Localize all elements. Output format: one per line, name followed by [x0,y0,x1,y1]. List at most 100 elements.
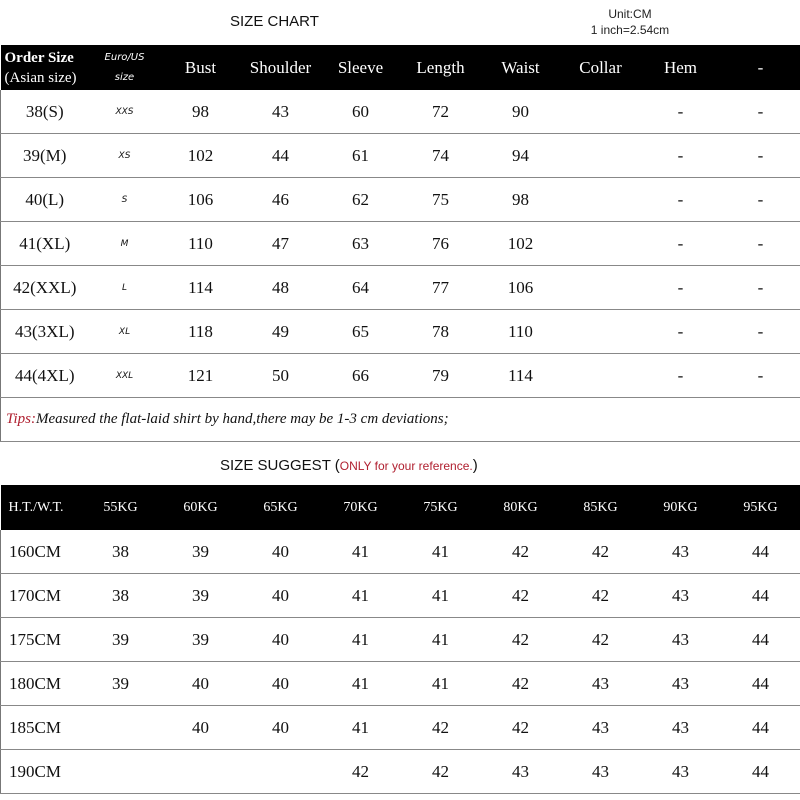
size-row: 42(XXL) L 114 48 64 77 106 - - [0,265,800,310]
size-row: 39(M) XS 102 44 61 74 94 - - [0,133,800,178]
measurement-cell [560,221,641,266]
measurement-cell: 75 [400,177,481,222]
euro-us-size-cell: XS [88,133,161,178]
size-suggest-header: H.T./W.T. 55KG 60KG 65KG 70KG 75KG 80KG 85KG 90K… [0,485,800,530]
measurement-cell: - [720,90,800,134]
header-weight: 85KG [560,485,641,530]
measurement-cell: 48 [240,265,321,310]
header-shoulder: Shoulder [240,45,321,90]
suggested-size-cell [80,705,161,750]
measurement-cell: - [640,221,721,266]
suggested-size-cell [160,749,241,794]
suggested-size-cell: 43 [640,749,721,794]
suggested-size-cell: 43 [640,661,721,706]
order-size-cell: 41(XL) [0,221,89,266]
header-weight: 95KG [720,485,800,530]
suggested-size-cell: 41 [400,661,481,706]
header-weight: 70KG [320,485,401,530]
suggest-row: 190CM 42 42 43 43 43 44 [0,749,800,794]
unit-label: Unit:CM [608,7,652,21]
measurement-cell: 98 [480,177,561,222]
suggested-size-cell: 40 [240,661,321,706]
header-extra: - [720,45,800,90]
suggested-size-cell: 41 [320,705,401,750]
suggested-size-cell: 42 [320,749,401,794]
inch-conversion: 1 inch=2.54cm [590,23,670,37]
euro-us-size-cell: XL [88,309,161,354]
suggested-size-cell: 44 [720,617,800,662]
suggested-size-cell: 43 [480,749,561,794]
suggested-size-cell [80,749,161,794]
header-length: Length [400,45,481,90]
suggested-size-cell: 43 [640,573,721,618]
suggested-size-cell: 43 [560,749,641,794]
measurement-cell: - [720,265,800,310]
suggested-size-cell: 43 [560,661,641,706]
size-suggest-table: H.T./W.T. 55KG 60KG 65KG 70KG 75KG 80KG 85KG 90K… [0,485,800,794]
measurement-cell: - [720,309,800,354]
measurement-cell: - [640,90,721,134]
measurement-cell: 50 [240,353,321,398]
measurement-cell: - [640,177,721,222]
suggested-size-cell: 44 [720,661,800,706]
order-size-cell: 43(3XL) [0,309,89,354]
header-weight: 90KG [640,485,721,530]
measurement-cell: 62 [320,177,401,222]
suggested-size-cell: 43 [560,705,641,750]
size-chart-title: SIZE CHART [230,13,319,30]
measurement-cell [560,177,641,222]
measurement-cell: 76 [400,221,481,266]
suggest-row: 185CM 40 40 41 42 42 43 43 44 [0,705,800,750]
measurement-cell: 102 [480,221,561,266]
header-weight: 60KG [160,485,241,530]
size-row: 43(3XL) XL 118 49 65 78 110 - - [0,309,800,354]
measurement-cell: 64 [320,265,401,310]
header-hem: Hem [640,45,721,90]
suggested-size-cell: 42 [480,661,561,706]
measurement-cell: 106 [480,265,561,310]
header-order-size: Order Size (Asian size) [0,45,89,90]
measurement-cell: 72 [400,90,481,134]
measurement-cell: 102 [160,133,241,178]
suggested-size-cell: 43 [640,617,721,662]
suggested-size-cell: 41 [400,530,481,574]
size-row: 41(XL) M 110 47 63 76 102 - - [0,221,800,266]
suggested-size-cell: 44 [720,749,800,794]
measurement-cell: 74 [400,133,481,178]
order-size-cell: 40(L) [0,177,89,222]
suggested-size-cell: 43 [640,530,721,574]
measurement-cell: 60 [320,90,401,134]
suggested-size-cell: 41 [400,617,481,662]
measurement-cell [560,353,641,398]
measurement-cell: 66 [320,353,401,398]
suggested-size-cell: 44 [720,530,800,574]
measurement-cell: 46 [240,177,321,222]
measurement-cell [560,133,641,178]
suggested-size-cell: 41 [320,573,401,618]
header-weight: 65KG [240,485,321,530]
suggested-size-cell: 39 [80,661,161,706]
height-cell: 180CM [0,661,81,706]
height-cell: 160CM [0,530,81,574]
suggested-size-cell: 42 [480,705,561,750]
size-chart-table: Order Size (Asian size) Euro/US size Bust … [0,45,800,442]
suggested-size-cell: 40 [240,573,321,618]
suggested-size-cell: 42 [480,530,561,574]
measurement-cell: - [720,221,800,266]
header-weight: 55KG [80,485,161,530]
measurement-cell: 43 [240,90,321,134]
suggested-size-cell: 39 [80,617,161,662]
measurement-cell: 78 [400,309,481,354]
suggested-size-cell: 44 [720,573,800,618]
measurement-cell: - [640,309,721,354]
order-size-cell: 38(S) [0,90,89,134]
suggested-size-cell: 40 [160,661,241,706]
measurement-cell: 47 [240,221,321,266]
suggest-row: 170CM 38 39 40 41 41 42 42 43 44 [0,573,800,618]
size-row: 38(S) XXS 98 43 60 72 90 - - [0,90,800,134]
measurement-cell: - [720,133,800,178]
suggested-size-cell: 42 [400,749,481,794]
suggested-size-cell: 40 [240,530,321,574]
suggested-size-cell: 40 [240,617,321,662]
tips-row: Tips:Measured the flat-laid shirt by han… [0,397,800,442]
